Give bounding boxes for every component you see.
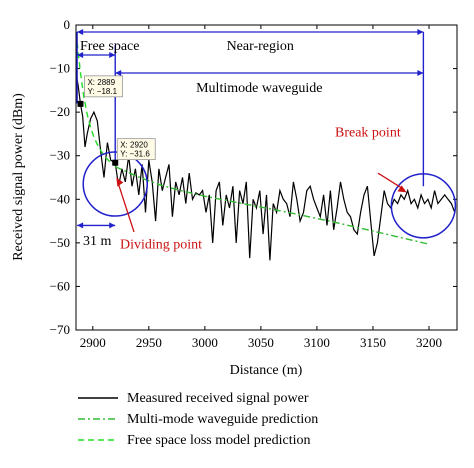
- y-tick-label: 0: [64, 17, 71, 32]
- axis-ticks: 2900 2950 3000 3050 3100 3150 3200 0 −10 −20 −30 −4…: [50, 17, 457, 350]
- x-axis-label: Distance (m): [230, 363, 303, 378]
- waveguide-prediction-line: [114, 165, 430, 245]
- datatip-box: [84, 75, 123, 98]
- distance-31m-arrow-head-left: [77, 222, 84, 229]
- break-point-arrow: [377, 172, 405, 191]
- measured-power-line: [75, 72, 456, 261]
- free-space-arrow-head-right: [109, 52, 116, 58]
- free-space-prediction-line: [76, 42, 116, 167]
- near-region-arrow-head-right: [417, 29, 424, 35]
- near-region-arrow-head-left: [77, 29, 84, 35]
- dividing-point-label: Dividing point: [120, 238, 202, 253]
- multimode-arrow-head-left: [115, 70, 122, 76]
- datatip-x-label: X: 2889: [87, 78, 115, 87]
- x-tick-label: 3200: [416, 335, 442, 350]
- legend-measured-label: Measured received signal power: [127, 391, 309, 406]
- free-space-arrow-head-left: [77, 52, 84, 58]
- datatip-y-label: Y: −18.1: [87, 87, 117, 96]
- y-axis-label: Received signal power (dBm): [11, 93, 26, 261]
- y-tick-label: −60: [50, 278, 70, 293]
- datatip-x-label: X: 2920: [120, 141, 148, 150]
- x-tick-label: 2900: [80, 335, 106, 350]
- dividing-point-arrow: [116, 180, 135, 233]
- datatip-marker: [77, 100, 84, 107]
- legend-free-space-label: Free space loss model prediction: [127, 433, 311, 448]
- legend-waveguide-label: Multi-mode waveguide prediction: [127, 412, 318, 427]
- break-point-label: Break point: [335, 126, 401, 141]
- multimode-label: Multimode waveguide: [196, 81, 322, 96]
- break-point-circle: [390, 173, 457, 239]
- multimode-arrow-head-right: [417, 70, 424, 76]
- y-tick-label: −70: [50, 322, 70, 337]
- x-tick-label: 3000: [192, 335, 218, 350]
- y-tick-label: −10: [50, 61, 70, 76]
- y-tick-label: −20: [50, 104, 70, 119]
- datatip-marker: [112, 159, 119, 166]
- y-tick-label: −50: [50, 235, 70, 250]
- annotation-layer: Near-region Free space Multimode waveguide…: [76, 29, 457, 253]
- distance-31m-arrow-head-right: [109, 222, 116, 229]
- plot-frame: [75, 24, 458, 331]
- dividing-point-arrowhead: [116, 177, 124, 187]
- y-tick-label: −30: [50, 148, 70, 163]
- near-region-label: Near-region: [227, 39, 294, 54]
- break-point-arrowhead: [397, 185, 407, 193]
- x-tick-label: 3150: [360, 335, 386, 350]
- y-tick-label: −40: [50, 191, 70, 206]
- datatip-box: [116, 138, 156, 161]
- free-space-label: Free space: [80, 39, 139, 54]
- distance-31m-label: 31 m: [83, 234, 112, 249]
- x-tick-label: 2950: [136, 335, 162, 350]
- x-tick-label: 3050: [248, 335, 274, 350]
- datatip-y-label: Y: −31.6: [120, 150, 150, 159]
- dividing-point-circle: [82, 151, 148, 217]
- x-tick-label: 3100: [304, 335, 330, 350]
- legend: Measured received signal power Multi-mode…: [78, 391, 318, 448]
